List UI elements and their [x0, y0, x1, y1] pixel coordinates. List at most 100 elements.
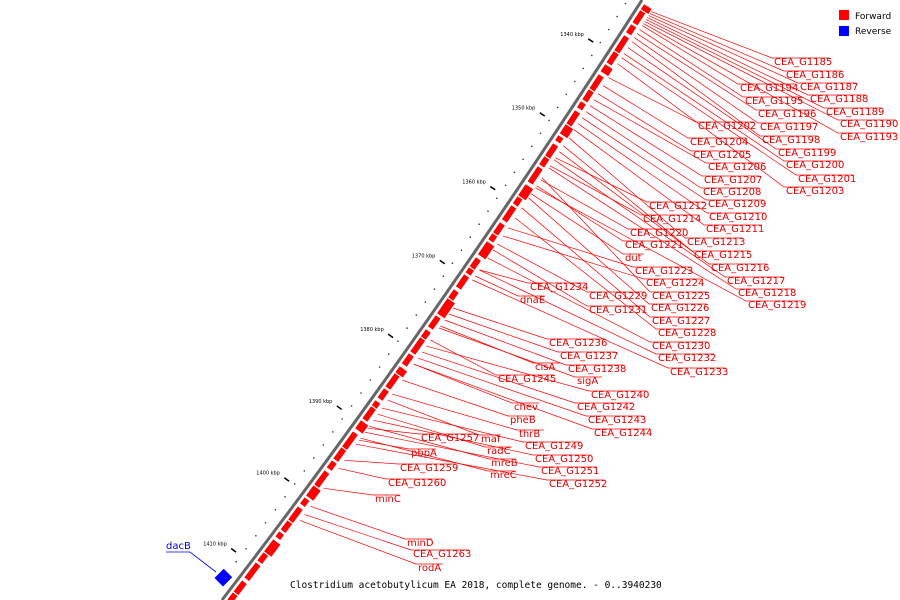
leader-line: [514, 217, 714, 330]
scale-tick: [539, 112, 546, 117]
scale-tick-label: 1340 kbp: [560, 32, 584, 38]
gene-label: CEA_G1234: [530, 282, 588, 293]
forward-gene-feature: [600, 64, 613, 77]
gene-label: CEA_G1200: [786, 160, 844, 171]
forward-gene-feature: [280, 520, 293, 533]
gene-label: CEA_G1238: [568, 364, 626, 375]
scale-dot: [522, 158, 524, 161]
gene-label: CEA_G1215: [694, 250, 752, 261]
forward-gene-feature: [371, 400, 381, 409]
scale-tick: [283, 477, 290, 482]
forward-gene-feature: [589, 74, 604, 92]
gene-label: cisA: [535, 362, 555, 373]
gene-label: CEA_G1201: [798, 174, 856, 185]
forward-gene-feature: [512, 196, 523, 207]
scale-dot: [341, 418, 344, 420]
gene-label: CEA_G1195: [745, 96, 803, 107]
gene-label: CEA_G1207: [704, 175, 762, 186]
scale-dot: [556, 106, 559, 109]
legend: Forward Reverse: [839, 10, 892, 37]
leader-line: [531, 193, 644, 255]
forward-gene-feature: [401, 353, 414, 367]
scale-tick-labels: 1340 kbp 1350 kbp 1360 kbp 1370 kbp 1380 kbp…: [203, 32, 584, 548]
leader-line: [438, 327, 602, 378]
scale-dot: [424, 301, 427, 303]
forward-gene-feature: [626, 24, 637, 36]
scale-dot: [591, 54, 593, 57]
leader-line: [623, 53, 842, 162]
scale-dot: [574, 80, 576, 83]
leader-line: [644, 21, 896, 121]
gene-label: chev: [514, 402, 538, 413]
scale-dot: [360, 392, 362, 394]
leader-line: [426, 345, 647, 392]
scale-dot: [496, 197, 498, 200]
scale-dot: [582, 67, 585, 70]
gene-features: [214, 4, 652, 600]
scale-dot: [274, 509, 277, 511]
legend-reverse-label: Reverse: [855, 27, 892, 37]
leader-line: [304, 514, 469, 551]
leader-line: [649, 13, 842, 72]
gene-label: CEA_G1225: [652, 291, 710, 302]
genome-caption: Clostridium acetobutylicum EA 2018, comp…: [290, 580, 662, 591]
gene-label: CEA_G1196: [758, 109, 816, 120]
gene-label: mreC: [490, 470, 517, 481]
leader-line: [413, 363, 539, 404]
scale-dot: [397, 340, 399, 342]
gene-label: CEA_G1221: [625, 240, 683, 251]
gene-label: CEA_G1214: [643, 214, 701, 225]
gene-label: CEA_G1242: [577, 402, 635, 413]
gene-label: CEA_G1236: [549, 338, 607, 349]
scale-dot: [313, 457, 315, 459]
scale-dot: [599, 41, 602, 44]
gene-label: CEA_G1263: [413, 549, 471, 560]
forward-gene-feature: [437, 298, 455, 319]
forward-gene-feature: [559, 124, 574, 139]
scale-dot: [284, 496, 286, 498]
gene-label: CEA_G1231: [589, 305, 647, 316]
leader-line: [548, 167, 794, 290]
gene-label: CEA_G1252: [549, 479, 607, 490]
scale-dot: [433, 288, 436, 290]
scale-dot: [415, 314, 418, 316]
leader-line: [647, 17, 866, 96]
forward-gene-feature: [288, 506, 303, 523]
leader-line: [440, 325, 560, 364]
gene-label: dnaE: [520, 295, 545, 306]
leader-line: [593, 99, 764, 164]
forward-gene-feature: [493, 222, 505, 236]
forward-gene-feature: [582, 89, 594, 103]
scale-tick-label: 1350 kbp: [512, 106, 536, 112]
forward-gene-feature: [632, 10, 646, 26]
leader-line: [535, 187, 804, 302]
leader-line: [631, 41, 818, 137]
scale-dot: [388, 353, 390, 355]
forward-gene-feature: [518, 184, 534, 201]
leader-line: [549, 165, 699, 216]
leader-line: [392, 393, 544, 431]
leader-line: [589, 105, 760, 177]
gene-label: CEA_G1228: [658, 328, 716, 339]
leader-line: [597, 93, 749, 152]
scale-tick: [439, 259, 446, 265]
leader-line: [636, 33, 814, 111]
gene-label: CEA_G1249: [525, 441, 583, 452]
scale-dot: [442, 275, 445, 278]
gene-label: CEA_G1237: [560, 351, 618, 362]
gene-label: CEA_G1212: [649, 201, 707, 212]
leader-line: [377, 413, 512, 448]
leader-line: [581, 117, 764, 201]
leader-line: [364, 431, 597, 468]
gene-label: CEA_G1245: [498, 374, 556, 385]
reverse-gene-feature: [214, 568, 233, 587]
forward-gene-feature: [527, 166, 543, 185]
forward-gene-feature: [410, 337, 426, 355]
legend-forward-label: Forward: [855, 12, 891, 22]
gene-label: CEA_G1197: [760, 122, 818, 133]
forward-gene-feature: [300, 497, 310, 507]
leader-line: [540, 179, 686, 230]
gene-label: mreB: [491, 458, 518, 469]
leader-line: [577, 123, 765, 214]
